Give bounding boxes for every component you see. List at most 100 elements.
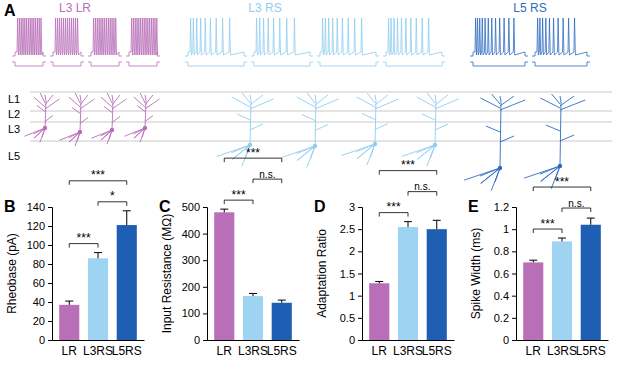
- tick: 0.2: [494, 312, 516, 324]
- tick-mark: [512, 340, 516, 341]
- tick-mark: [48, 245, 52, 246]
- significance-label: ***: [555, 175, 569, 189]
- dendrite: [297, 97, 315, 107]
- axis-line: [512, 208, 517, 341]
- y-axis: 0 0.2 0.4 0.6 0.8 1 1.2: [494, 201, 517, 346]
- significance-bracket: ***: [69, 168, 127, 185]
- axis-line: [517, 340, 609, 341]
- bar: [581, 225, 601, 340]
- voltage-trace: [251, 18, 313, 56]
- layer-label: L5: [8, 150, 20, 162]
- dendrite: [104, 107, 112, 113]
- x-axis: LRL3RSL5RS: [517, 340, 609, 358]
- dendrite: [40, 93, 45, 103]
- dendrite: [375, 95, 376, 144]
- x-axis: LRL3RSL5RS: [208, 340, 300, 358]
- axis-title: Rheobase (pA): [5, 233, 19, 314]
- dendrite: [145, 116, 153, 122]
- plot-area: [214, 209, 292, 340]
- tick-label: L5RS: [576, 344, 606, 358]
- dendrite: [137, 106, 145, 112]
- tick: 0: [503, 334, 516, 346]
- tick: 120: [27, 220, 52, 232]
- neuron-morphology: [402, 93, 459, 166]
- tick-label: 0.2: [494, 312, 509, 324]
- significance-bracket: n.s.: [253, 169, 282, 184]
- axis-title: Input Resistance (MΩ): [160, 214, 174, 334]
- error-bar-stem: [69, 301, 70, 305]
- dendrite: [357, 97, 375, 107]
- current-step: [12, 62, 46, 66]
- dendrite: [91, 130, 112, 138]
- error-bar-cap: [375, 281, 383, 282]
- significance-bracket: *: [98, 189, 127, 206]
- dendrite: [500, 136, 514, 142]
- tick: 2.5: [340, 223, 362, 235]
- tick-label: 0: [194, 334, 200, 346]
- dendrite: [315, 125, 328, 131]
- error-bar-cap: [249, 293, 257, 294]
- tick-label: 60: [33, 277, 45, 289]
- tick: 60: [33, 277, 52, 289]
- error-bar: [587, 218, 595, 225]
- group-label: L5 RS: [513, 1, 546, 15]
- voltage-trace: [185, 18, 247, 56]
- dendrite: [560, 100, 585, 110]
- tick: 1: [503, 223, 516, 235]
- significance-label: n.s.: [259, 169, 275, 180]
- dendrite: [124, 128, 145, 136]
- dendrite: [307, 93, 315, 103]
- tick: 0.5: [340, 312, 362, 324]
- tick: 140: [27, 201, 52, 213]
- tick: 0.8: [494, 245, 516, 257]
- tick-label: 0.6: [494, 268, 509, 280]
- plot-area: [523, 218, 601, 340]
- dendrite: [375, 95, 388, 105]
- tick-label: LR: [372, 344, 388, 358]
- dendrite: [417, 145, 435, 160]
- tick-label: 80: [33, 258, 45, 270]
- tick-label: 1.2: [494, 201, 509, 213]
- bar: [369, 283, 389, 340]
- dendrite: [486, 126, 500, 132]
- tick-label: LR: [217, 344, 233, 358]
- tick-mark: [48, 340, 52, 341]
- panel-label: D: [314, 198, 326, 215]
- bar: [214, 212, 234, 340]
- error-bar-stem: [126, 211, 127, 225]
- tick-label: 1: [503, 223, 509, 235]
- tick: 400: [182, 228, 207, 240]
- dendrite: [45, 99, 59, 109]
- error-bar-cap: [278, 300, 286, 301]
- error-bar: [433, 220, 441, 229]
- significance-bracket: ***: [379, 200, 408, 217]
- plot-area: [59, 211, 137, 340]
- neuron-morphology: [464, 94, 525, 191]
- tick: 0.4: [494, 290, 516, 302]
- significance-label: n.s.: [568, 198, 584, 209]
- voltage-trace: [50, 18, 84, 56]
- tick-mark: [48, 321, 52, 322]
- significance-label: ***: [387, 200, 401, 214]
- significance-bracket: ***: [224, 146, 282, 163]
- error-bar: [404, 222, 412, 227]
- tick-label: 100: [27, 239, 45, 251]
- tick: L3RS: [393, 340, 423, 358]
- tick-mark: [358, 251, 362, 252]
- tick-mark: [512, 296, 516, 297]
- dendrite: [45, 95, 53, 105]
- bar: [272, 303, 292, 340]
- dendrite: [140, 93, 145, 103]
- significance-label: ***: [401, 158, 415, 172]
- current-step: [532, 62, 590, 66]
- soma: [143, 126, 147, 130]
- voltage-trace: [317, 18, 379, 56]
- dendrite: [500, 100, 525, 110]
- voltage-trace: [532, 18, 590, 56]
- error-bar-cap: [94, 252, 102, 253]
- dendrite: [112, 99, 126, 109]
- significance-label: ***: [541, 217, 555, 231]
- dendrite: [217, 145, 250, 156]
- dendrite: [402, 145, 435, 156]
- voltage-trace: [383, 18, 445, 56]
